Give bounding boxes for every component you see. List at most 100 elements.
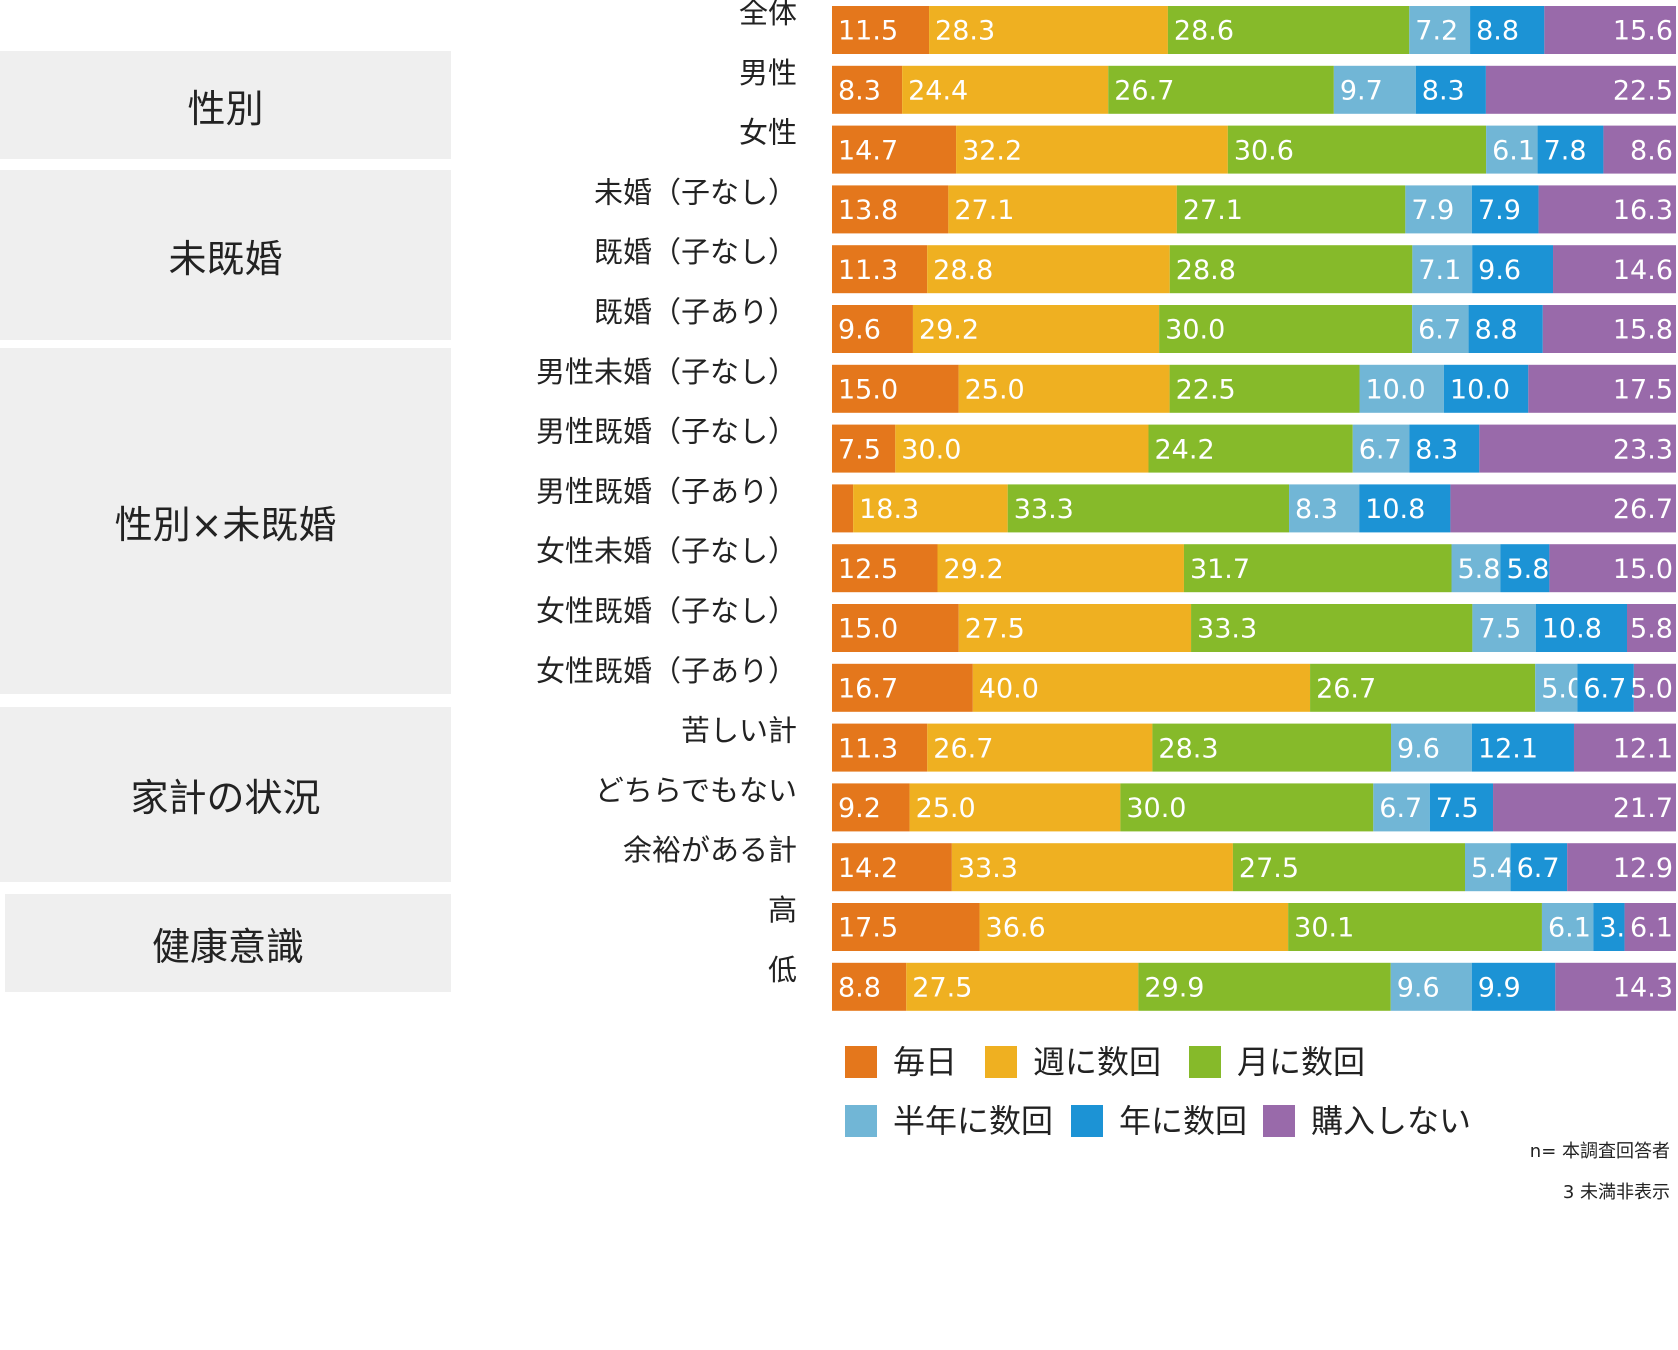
bar-segment bbox=[1542, 305, 1676, 353]
bar-segment bbox=[1391, 723, 1472, 772]
data-label: 29.2 bbox=[919, 315, 979, 346]
data-label: 14.2 bbox=[838, 853, 898, 884]
category-label: 高 bbox=[768, 893, 797, 927]
bar-segment bbox=[1412, 245, 1473, 294]
category-label: 女性既婚（子なし） bbox=[536, 594, 797, 628]
bar-segment bbox=[929, 6, 1168, 54]
bar-segment bbox=[1479, 424, 1676, 473]
sample-note: n= 本調査回答者 bbox=[1530, 1141, 1670, 1162]
bar-segment bbox=[1555, 962, 1676, 1011]
data-label: 30.1 bbox=[1294, 913, 1354, 944]
data-label: 6.7 bbox=[1583, 674, 1626, 705]
bar-segment bbox=[1633, 663, 1676, 712]
bar-segment bbox=[1152, 723, 1392, 772]
data-label: 7.9 bbox=[1411, 195, 1454, 226]
data-label: 9.6 bbox=[1397, 733, 1440, 764]
category-label: 男性未婚（子なし） bbox=[536, 355, 797, 389]
data-label: 15.8 bbox=[1613, 315, 1673, 346]
bar-segment bbox=[832, 484, 854, 533]
group-label: 性別×未既婚 bbox=[0, 348, 451, 694]
data-label: 15.6 bbox=[1613, 16, 1673, 47]
data-label: 10.0 bbox=[1450, 375, 1510, 406]
data-label: 5.4 bbox=[1471, 853, 1514, 884]
data-label: 27.5 bbox=[965, 614, 1025, 645]
data-label: 25.0 bbox=[965, 375, 1025, 406]
data-label: 12.1 bbox=[1478, 733, 1538, 764]
bar-segment bbox=[1138, 962, 1391, 1011]
legend-label: 月に数回 bbox=[1237, 1043, 1365, 1081]
data-label: 23.3 bbox=[1613, 434, 1673, 465]
data-label: 26.7 bbox=[1114, 76, 1174, 107]
data-label: 10.8 bbox=[1365, 494, 1425, 525]
data-label: 6.1 bbox=[1548, 913, 1591, 944]
data-label: 6.7 bbox=[1359, 434, 1402, 465]
legend-swatch bbox=[1263, 1105, 1295, 1137]
data-label: 9.6 bbox=[838, 315, 881, 346]
category-label: 男性既婚（子なし） bbox=[536, 415, 797, 449]
data-label: 33.3 bbox=[958, 853, 1018, 884]
bar-segment bbox=[853, 484, 1008, 533]
bar-segment bbox=[1289, 484, 1360, 533]
data-label: 6.1 bbox=[1630, 913, 1673, 944]
bar-segment bbox=[1471, 723, 1574, 772]
group-label: 未既婚 bbox=[0, 170, 451, 340]
bar-segment bbox=[832, 6, 930, 54]
bar-segment bbox=[1310, 663, 1536, 712]
data-label: 7.5 bbox=[838, 434, 881, 465]
bar-segment bbox=[832, 424, 896, 473]
bar-segment bbox=[1108, 65, 1334, 114]
data-label: 12.1 bbox=[1613, 733, 1673, 764]
group-label: 性別 bbox=[0, 51, 451, 159]
bar-segment bbox=[832, 125, 957, 174]
data-label: 28.3 bbox=[1158, 733, 1218, 764]
legend-label: 年に数回 bbox=[1119, 1102, 1247, 1140]
data-label: 7.1 bbox=[1418, 255, 1461, 286]
bar-segment bbox=[906, 962, 1139, 1011]
category-label: 男性 bbox=[739, 56, 797, 90]
data-label: 9.2 bbox=[838, 793, 881, 824]
data-label: 28.8 bbox=[933, 255, 993, 286]
bar-segment bbox=[1412, 305, 1469, 353]
data-label: 15.0 bbox=[838, 614, 898, 645]
bar-segment bbox=[958, 364, 1170, 413]
data-label: 36.6 bbox=[986, 913, 1046, 944]
data-label: 27.5 bbox=[1239, 853, 1299, 884]
bar-segment bbox=[1450, 484, 1676, 533]
data-label: 27.1 bbox=[954, 195, 1014, 226]
bar-segment bbox=[956, 125, 1228, 174]
data-label: 14.7 bbox=[838, 135, 898, 166]
bar-segment bbox=[1471, 962, 1556, 1011]
bar-segment bbox=[1472, 245, 1554, 294]
legend-swatch bbox=[985, 1046, 1017, 1078]
legend-swatch bbox=[845, 1046, 877, 1078]
data-label: 30.0 bbox=[901, 434, 961, 465]
data-label: 18.3 bbox=[859, 494, 919, 525]
bar-segment bbox=[1626, 604, 1676, 652]
legend-label: 週に数回 bbox=[1033, 1043, 1161, 1081]
bar-segment bbox=[1405, 185, 1472, 234]
bar-segment bbox=[1359, 484, 1451, 533]
data-label: 31.7 bbox=[1190, 554, 1250, 585]
bar-segment bbox=[951, 843, 1233, 892]
category-label: 未婚（子なし） bbox=[594, 175, 797, 209]
data-label: 26.7 bbox=[1613, 494, 1673, 525]
bar-segment bbox=[1510, 843, 1568, 892]
data-label: 8.3 bbox=[838, 76, 881, 107]
bar-segment bbox=[832, 663, 973, 712]
data-label: 16.7 bbox=[838, 674, 898, 705]
data-label: 6.7 bbox=[1379, 793, 1422, 824]
data-label: 9.9 bbox=[1478, 973, 1521, 1004]
bar-segment bbox=[937, 544, 1184, 593]
data-label: 7.9 bbox=[1478, 195, 1521, 226]
legend-swatch bbox=[845, 1105, 877, 1137]
bar-segment bbox=[1120, 783, 1374, 832]
legend-swatch bbox=[1071, 1105, 1103, 1137]
category-label: 全体 bbox=[739, 0, 797, 30]
bar-segment bbox=[909, 783, 1121, 832]
bar-segment bbox=[912, 305, 1160, 353]
category-label: どちらでもない bbox=[595, 773, 797, 807]
bar-segment bbox=[1553, 245, 1676, 294]
bar-segment bbox=[895, 424, 1149, 473]
bar-segment bbox=[832, 305, 913, 353]
